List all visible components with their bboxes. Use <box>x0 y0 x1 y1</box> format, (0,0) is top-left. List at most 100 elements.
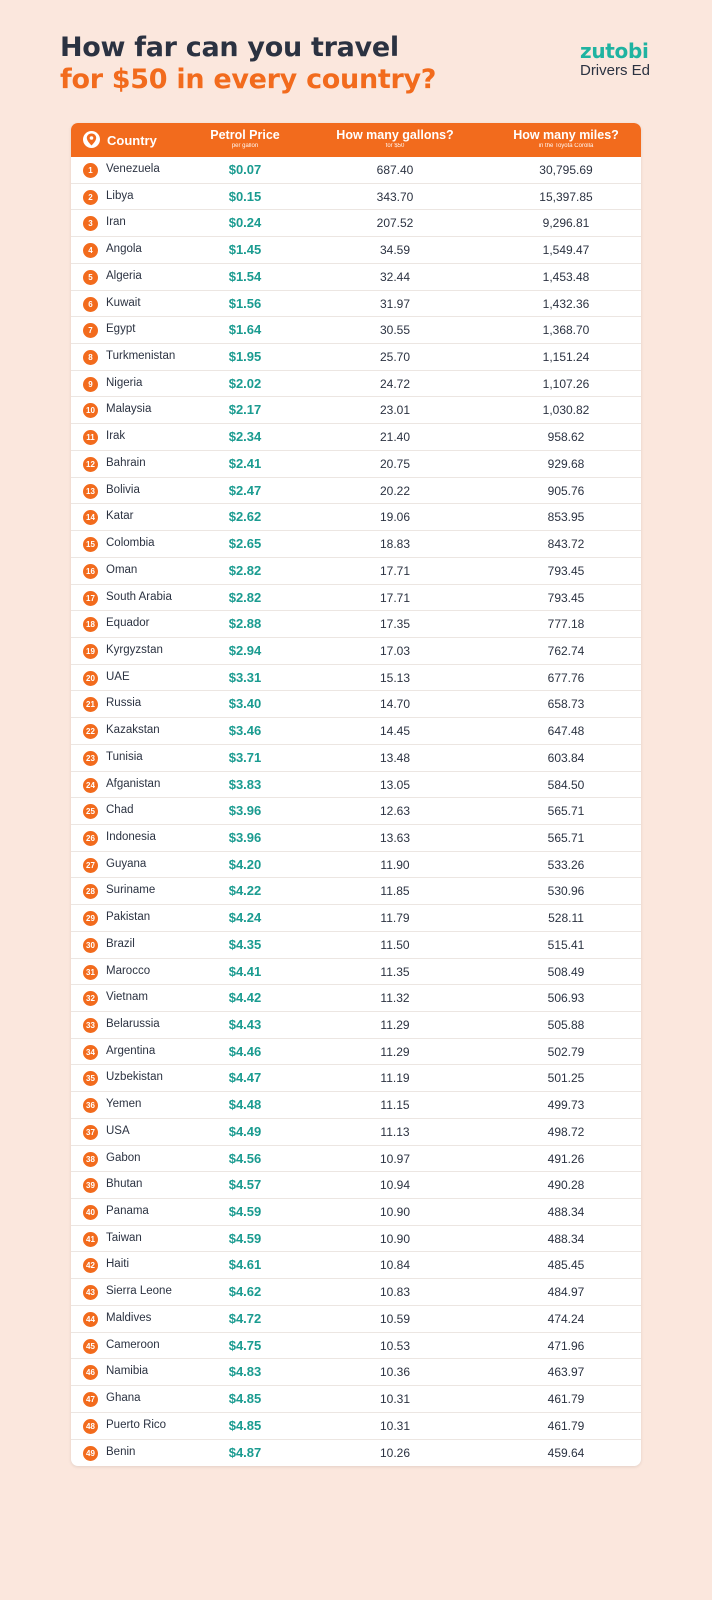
price-cell: $4.87 <box>228 1444 262 1460</box>
miles-cell: 843.72 <box>547 537 585 552</box>
miles-cell: 485.45 <box>547 1258 585 1273</box>
miles-cell: 528.11 <box>548 911 584 926</box>
miles-cell: 647.48 <box>547 724 585 739</box>
rank-badge: 37 <box>83 1124 98 1140</box>
table-row: 23 Tunisia $3.71 13.48 603.84 <box>71 745 641 772</box>
price-cell: $1.56 <box>228 295 262 311</box>
country-cell: Afganistan <box>106 777 161 790</box>
miles-cell: 603.84 <box>547 750 585 765</box>
table-row: 33 Belarussia $4.43 11.29 505.88 <box>71 1012 641 1039</box>
miles-cell: 853.95 <box>547 510 585 525</box>
miles-cell: 474.24 <box>547 1311 585 1326</box>
price-cell: $0.15 <box>228 188 262 204</box>
country-cell: Yemen <box>106 1098 142 1111</box>
rank-badge: 2 <box>83 189 98 205</box>
gallons-cell: 10.59 <box>379 1311 411 1326</box>
table-row: 20 UAE $3.31 15.13 677.76 <box>71 665 641 692</box>
table-row: 14 Katar $2.62 19.06 853.95 <box>71 504 641 532</box>
country-cell: Katar <box>106 510 134 523</box>
gallons-cell: 343.70 <box>376 189 414 204</box>
rank-badge: 1 <box>83 163 98 178</box>
country-cell: Maldives <box>106 1311 152 1324</box>
header-gallons: How many gallons? for $50 <box>311 128 479 150</box>
gallons-cell: 11.35 <box>380 964 410 979</box>
miles-cell: 499.73 <box>547 1098 585 1113</box>
gallons-cell: 11.50 <box>380 937 410 952</box>
table-header: Country Petrol Price per gallon How many… <box>71 123 641 157</box>
price-cell: $2.88 <box>228 616 262 632</box>
rank-badge: 31 <box>83 964 98 980</box>
miles-cell: 530.96 <box>547 884 585 899</box>
country-cell: Ghana <box>106 1392 141 1405</box>
rank-badge: 22 <box>83 724 98 740</box>
table-row: 17 South Arabia $2.82 17.71 793.45 <box>71 585 641 612</box>
table-row: 47 Ghana $4.85 10.31 461.79 <box>71 1386 641 1413</box>
country-cell: Equador <box>106 617 150 630</box>
rank-badge: 48 <box>83 1418 98 1434</box>
miles-cell: 471.96 <box>547 1338 585 1353</box>
table-row: 49 Benin $4.87 10.26 459.64 <box>71 1440 641 1467</box>
price-cell: $4.85 <box>228 1391 262 1407</box>
miles-cell: 501.25 <box>547 1071 585 1086</box>
gallons-cell: 21.40 <box>379 430 411 445</box>
country-cell: Suriname <box>106 884 156 897</box>
miles-cell: 506.93 <box>547 991 585 1006</box>
table-row: 12 Bahrain $2.41 20.75 929.68 <box>71 451 641 478</box>
miles-cell: 1,432.36 <box>542 296 590 311</box>
rank-badge: 29 <box>83 911 98 927</box>
gallons-cell: 34.59 <box>379 243 411 258</box>
price-cell: $4.43 <box>228 1017 262 1032</box>
rank-badge: 44 <box>83 1311 98 1327</box>
gallons-cell: 23.01 <box>379 403 411 418</box>
rank-badge: 28 <box>83 884 98 900</box>
country-cell: Colombia <box>106 537 155 550</box>
rank-badge: 15 <box>83 537 98 553</box>
price-cell: $4.75 <box>228 1337 262 1353</box>
country-cell: Russia <box>106 697 142 710</box>
table-row: 26 Indonesia $3.96 13.63 565.71 <box>71 825 641 852</box>
miles-cell: 461.79 <box>547 1392 585 1407</box>
table-row: 24 Afganistan $3.83 13.05 584.50 <box>71 772 641 799</box>
rank-badge: 38 <box>83 1151 98 1167</box>
table-row: 42 Haiti $4.61 10.84 485.45 <box>71 1252 641 1280</box>
gallons-cell: 17.35 <box>379 617 411 632</box>
miles-cell: 461.79 <box>547 1418 585 1433</box>
table-row: 41 Taiwan $4.59 10.90 488.34 <box>71 1226 641 1253</box>
miles-cell: 1,151.24 <box>542 350 590 365</box>
country-cell: Nigeria <box>106 376 143 389</box>
header-petrol-price-sub: per gallon <box>231 143 259 149</box>
price-cell: $4.49 <box>228 1123 262 1139</box>
country-cell: Panama <box>106 1205 149 1218</box>
price-cell: $3.71 <box>228 749 262 765</box>
table-row: 10 Malaysia $2.17 23.01 1,030.82 <box>71 397 641 425</box>
miles-cell: 958.62 <box>547 430 585 445</box>
table-body: 1 Venezuela $0.07 687.40 30,795.69 2 Libya $0.1… <box>71 157 641 1466</box>
price-cell: $4.48 <box>228 1097 262 1113</box>
price-cell: $2.94 <box>228 642 262 658</box>
miles-cell: 508.49 <box>547 964 585 979</box>
price-cell: $2.82 <box>228 589 262 605</box>
country-cell: Namibia <box>106 1365 149 1378</box>
gallons-cell: 11.15 <box>380 1098 410 1113</box>
miles-cell: 929.68 <box>547 456 585 471</box>
country-cell: Algeria <box>106 269 142 282</box>
price-cell: $1.54 <box>228 268 262 284</box>
price-cell: $2.41 <box>228 455 262 471</box>
price-cell: $4.20 <box>228 856 262 872</box>
table-row: 11 Irak $2.34 21.40 958.62 <box>71 424 641 451</box>
rank-badge: 39 <box>83 1178 98 1194</box>
price-cell: $4.46 <box>228 1043 262 1059</box>
gallons-cell: 11.90 <box>380 857 410 872</box>
country-cell: Irak <box>106 430 126 443</box>
gallons-cell: 32.44 <box>379 269 411 284</box>
table-row: 16 Oman $2.82 17.71 793.45 <box>71 558 641 585</box>
table-row: 29 Pakistan $4.24 11.79 528.11 <box>71 905 641 932</box>
table-row: 40 Panama $4.59 10.90 488.34 <box>71 1199 641 1226</box>
gallons-cell: 11.32 <box>380 991 410 1006</box>
table-row: 1 Venezuela $0.07 687.40 30,795.69 <box>71 157 641 184</box>
gallons-cell: 17.03 <box>379 643 411 658</box>
gallons-cell: 11.79 <box>380 911 410 926</box>
rank-badge: 16 <box>83 563 98 579</box>
gallons-cell: 11.85 <box>380 884 410 899</box>
miles-cell: 491.26 <box>547 1151 585 1166</box>
